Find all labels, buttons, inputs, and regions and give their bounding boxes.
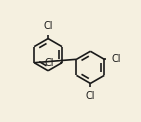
Text: Cl: Cl <box>45 58 54 68</box>
Text: Cl: Cl <box>86 91 95 101</box>
Text: Cl: Cl <box>112 54 121 64</box>
Text: Cl: Cl <box>43 21 53 31</box>
